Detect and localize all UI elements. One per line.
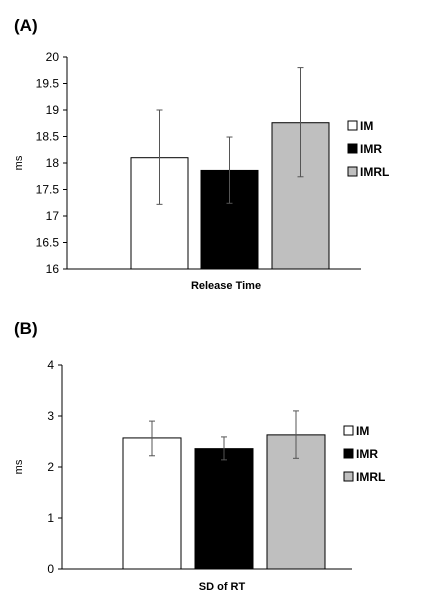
panel-a-legend-label-imr: IMR [360, 142, 382, 156]
panel-b-label: (B) [14, 319, 38, 338]
panel-b-bar-imr [194, 448, 254, 570]
panel-a-legend-label-im: IM [360, 119, 373, 133]
panel-b-y-tick-label: 4 [47, 358, 54, 372]
panel-a-y-axis-label: ms [13, 155, 25, 170]
panel-b-legend-label-imr: IMR [356, 447, 378, 461]
panel-a-y-tick-label: 17.5 [36, 183, 60, 197]
panel-b-bar-im [122, 437, 182, 570]
panel-b-y-tick-label: 1 [47, 511, 54, 525]
panel-b-y-tick-label: 2 [47, 460, 54, 474]
panel-a-legend-swatch-imrl [347, 166, 358, 177]
panel-a-x-axis-label: Release Time [191, 280, 261, 292]
panel-b-legend-swatch-imr [343, 448, 354, 459]
panel-a-legend-swatch-imr [347, 143, 358, 154]
panel-b-legend-swatch-im [343, 425, 354, 436]
panel-a-y-tick-label: 16.5 [36, 236, 60, 250]
panel-a: (A) ms Release Time 16 16.5 17 17.5 18 18.5 19… [13, 16, 389, 292]
panel-b-y-tick-label: 0 [47, 562, 54, 576]
panel-b-legend-swatch-imrl [343, 471, 354, 482]
panel-a-legend-swatch-im [347, 120, 358, 131]
panel-b-x-axis-label: SD of RT [199, 581, 246, 593]
panel-a-legend-label-imrl: IMRL [360, 165, 389, 179]
panel-a-label: (A) [14, 16, 38, 35]
panel-a-y-tick-label: 16 [46, 262, 60, 276]
panel-a-y-tick-label: 18 [46, 156, 60, 170]
panel-a-y-tick-label: 17 [46, 209, 60, 223]
panel-b: (B) ms SD of RT 0 1 2 3 4 IM IMR IMRL [13, 319, 385, 593]
panel-b-y-tick-label: 3 [47, 409, 54, 423]
panel-b-legend-label-im: IM [356, 424, 369, 438]
panel-b-legend-label-imrl: IMRL [356, 470, 385, 484]
panel-b-y-axis-label: ms [13, 459, 25, 474]
panel-a-y-tick-label: 19.5 [36, 77, 60, 91]
panel-a-y-tick-label: 19 [46, 103, 60, 117]
panel-a-y-tick-label: 18.5 [36, 130, 60, 144]
panel-a-y-tick-label: 20 [46, 50, 60, 64]
